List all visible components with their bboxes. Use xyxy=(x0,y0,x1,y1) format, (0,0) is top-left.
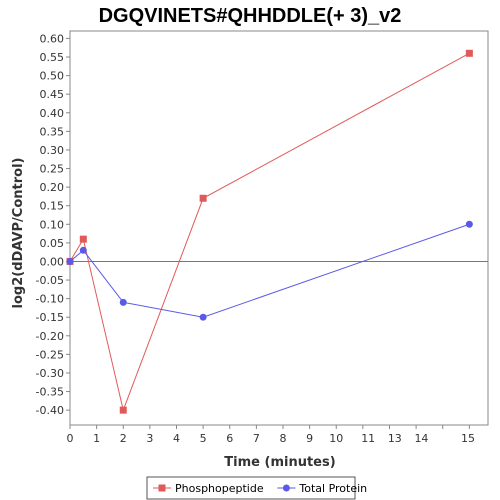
legend-box xyxy=(146,476,356,500)
legend-label: Total Protein xyxy=(298,482,367,495)
y-tick-label: -0.35 xyxy=(36,386,64,399)
y-tick-label: 0.25 xyxy=(40,163,65,176)
series-layer xyxy=(66,49,473,414)
data-point xyxy=(199,313,207,321)
y-tick-label: 0.00 xyxy=(40,255,65,268)
y-tick-label: 0.05 xyxy=(40,237,65,250)
y-axis-title: log2(dDAVP/Control) xyxy=(11,158,26,309)
x-tick-label: 1 xyxy=(93,432,100,445)
x-tick-label: 13 xyxy=(388,432,402,445)
y-tick-label: -0.25 xyxy=(36,348,64,361)
legend-label: Phosphopeptide xyxy=(175,482,264,495)
x-axis: 0 1 2 3 4 5 6 7 8 9 10 11 13 14 15 xyxy=(67,425,475,445)
y-tick-label: 0.20 xyxy=(40,181,65,194)
y-tick-label: -0.30 xyxy=(36,367,64,380)
y-tick-label: 0.30 xyxy=(40,144,65,157)
y-tick-label: -0.10 xyxy=(36,293,64,306)
y-tick-label: 0.15 xyxy=(40,200,65,213)
legend-marker xyxy=(282,484,290,492)
y-axis: 0.60 0.55 0.50 0.45 0.40 0.35 0.30 0.25 0.20 0.15… xyxy=(36,32,70,417)
x-tick-label: 9 xyxy=(306,432,313,445)
y-tick-label: 0.60 xyxy=(40,32,65,45)
y-tick-label: -0.20 xyxy=(36,330,64,343)
y-tick-label: 0.35 xyxy=(40,125,65,138)
data-point xyxy=(465,220,473,228)
data-point xyxy=(79,246,87,254)
x-tick-label: 10 xyxy=(329,432,343,445)
data-point xyxy=(199,194,207,202)
data-point xyxy=(465,49,473,57)
x-tick-label: 15 xyxy=(461,432,475,445)
chart-title: DGQVINETS#QHHDDLE(+ 3)_v2 xyxy=(99,5,402,27)
x-tick-label: 14 xyxy=(414,432,428,445)
y-tick-label: -0.40 xyxy=(36,404,64,417)
data-point xyxy=(66,257,74,265)
x-tick-label: 6 xyxy=(226,432,233,445)
y-tick-label: 0.55 xyxy=(40,51,65,64)
x-tick-label: 2 xyxy=(120,432,127,445)
data-point xyxy=(119,298,127,306)
plot-area xyxy=(69,30,489,426)
y-tick-label: 0.40 xyxy=(40,107,65,120)
legend: Phosphopeptide Total Protein xyxy=(146,476,367,500)
data-point xyxy=(79,235,87,243)
y-tick-label: -0.05 xyxy=(36,274,64,287)
legend-marker xyxy=(158,484,166,492)
y-tick-label: 0.45 xyxy=(40,88,65,101)
x-tick-label: 11 xyxy=(361,432,375,445)
x-tick-label: 4 xyxy=(173,432,180,445)
data-point xyxy=(119,406,127,414)
y-tick-label: 0.10 xyxy=(40,218,65,231)
x-tick-label: 0 xyxy=(67,432,74,445)
x-tick-label: 7 xyxy=(253,432,260,445)
y-tick-label: 0.50 xyxy=(40,70,65,83)
x-tick-label: 3 xyxy=(146,432,153,445)
x-tick-label: 8 xyxy=(279,432,286,445)
x-axis-title: Time (minutes) xyxy=(224,455,335,470)
x-tick-label: 5 xyxy=(200,432,207,445)
y-tick-label: -0.15 xyxy=(36,311,64,324)
